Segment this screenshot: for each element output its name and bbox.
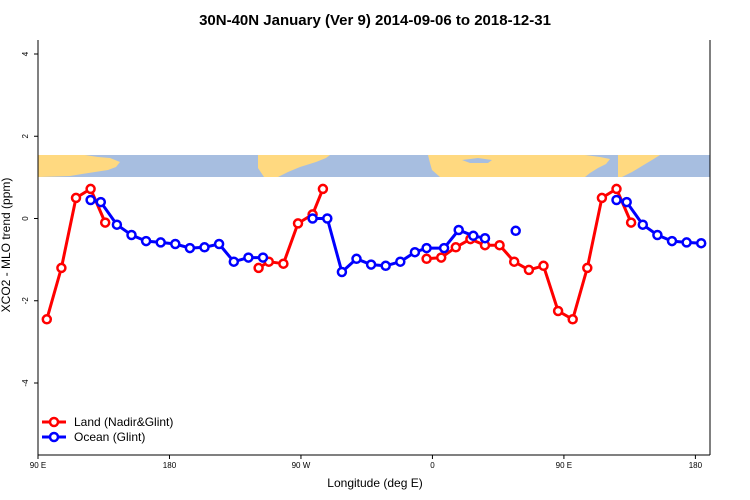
data-point-ocean [336,266,348,278]
map-band-land-africa-asia [428,155,610,177]
x-tick-label: 90 E [556,461,572,470]
data-point-ocean [380,260,391,272]
data-point-ocean [695,237,707,249]
data-point-ocean [652,229,663,241]
x-tick-label: 180 [689,461,703,470]
data-point-ocean [365,259,377,270]
data-point-land [278,258,289,269]
data-point-land [596,192,608,204]
map-band [38,155,710,177]
data-point-land [582,262,593,274]
data-point-ocean [257,252,269,263]
data-point-ocean [126,229,137,241]
data-point-land [523,264,535,276]
y-tick-label: 0 [21,216,30,221]
data-point-land [421,253,432,265]
legend-label-ocean: Ocean (Glint) [74,430,145,444]
legend-item-land: Land (Nadir&Glint) [42,415,173,429]
legend-marker-land [48,416,60,428]
series-land [41,183,637,325]
legend: Land (Nadir&Glint) Ocean (Glint) [42,415,173,444]
data-point-ocean [438,242,450,254]
data-point-land [292,218,304,229]
data-point-ocean [351,253,362,265]
data-point-land [508,256,520,267]
data-point-land [552,305,564,317]
series-line-land [257,188,325,270]
data-point-ocean [228,256,240,267]
data-point-ocean [637,219,649,230]
data-point-ocean [95,196,107,208]
data-point-land [56,262,67,274]
data-point-ocean [510,225,521,237]
series-line-land [426,187,633,321]
plot-frame [37,40,711,455]
x-tick-label: 90 E [30,461,46,470]
y-tick-label: -2 [21,297,30,305]
y-tick-label: -4 [21,379,30,387]
data-point-ocean [307,213,318,224]
data-point-land [611,183,622,195]
data-point-land [317,183,329,195]
legend-item-ocean: Ocean (Glint) [42,430,145,444]
data-point-land [450,242,462,253]
data-point-ocean [395,256,406,267]
data-point-ocean [468,230,479,242]
data-point-ocean [243,252,254,263]
data-point-land [99,217,111,228]
series-ocean [85,194,707,278]
map-band-ocean-med [462,158,492,163]
map-band-land-north-america [258,155,330,177]
data-point-ocean [681,237,692,248]
data-point-land [494,239,505,251]
legend-label-land: Land (Nadir&Glint) [74,415,173,429]
data-point-ocean [611,194,622,206]
x-axis-label: Longitude (deg E) [327,476,422,490]
data-point-ocean [409,246,421,258]
x-tick-label: 90 W [292,461,311,470]
data-point-ocean [140,235,152,247]
y-tick-label: 2 [21,133,30,138]
data-point-land [253,262,264,274]
data-point-ocean [85,194,96,206]
data-point-ocean [184,242,196,254]
data-point-ocean [421,242,432,254]
data-point-land [625,217,637,228]
data-point-land [538,260,549,272]
data-point-ocean [213,238,225,250]
x-tick-label: 180 [163,461,177,470]
map-band-land-asia-east [618,155,660,177]
data-point-ocean [479,232,491,244]
y-axis: 4 2 0 -2 -4 [21,51,38,387]
data-point-land [85,183,96,195]
y-axis-label: XCO2 - MLO trend (ppm) [0,178,13,313]
data-point-ocean [170,238,181,250]
data-point-ocean [621,196,632,208]
data-point-land [70,192,82,204]
legend-marker-ocean [48,431,60,443]
data-point-ocean [155,237,166,248]
data-point-ocean [322,213,333,224]
data-point-ocean [199,242,210,253]
series-line-land [45,187,107,320]
x-tick-label: 0 [430,461,435,470]
data-point-ocean [453,224,464,236]
series-line-ocean [90,198,263,264]
data-point-land [435,252,447,263]
map-band-ocean [38,155,710,177]
series-layer [41,183,707,325]
data-point-ocean [111,219,123,230]
data-point-land [567,314,578,325]
data-point-ocean [666,235,678,247]
chart-title: 30N-40N January (Ver 9) 2014-09-06 to 20… [199,12,551,29]
x-axis: 90 E 180 90 W 0 90 E 180 [30,454,710,470]
y-tick-label: 4 [21,51,30,56]
data-point-land [41,314,53,325]
map-band-land-asia-west [38,155,120,177]
